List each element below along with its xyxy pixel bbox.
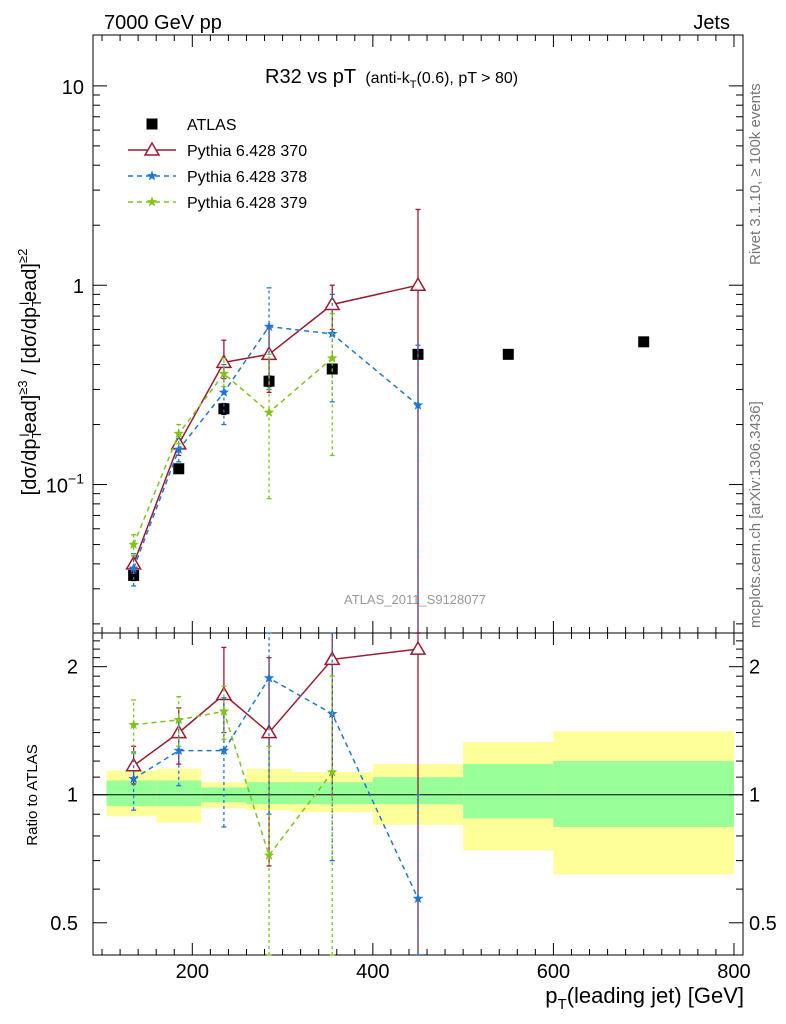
main-p370-line [132,284,419,565]
ratio-p378-point-2 [218,745,230,755]
mcplots-label: mcplots.cern.ch [arXiv:1306.3436] [747,401,764,628]
legend-label-p379: Pythia 6.428 379 [187,195,307,212]
main-p378-point-1 [173,444,184,454]
main-y-tick-exp: −1 [68,471,84,487]
y-label-part1: [dσ/dp [19,438,41,495]
main-p378-point-5 [412,399,424,410]
ratio-y-tick-label-left: 1 [67,785,78,807]
y-label-part2: / [dσ/dp [19,307,41,381]
y-label-part1-sub: T [29,430,44,438]
main-p379-line [132,357,333,545]
legend-label-p378: Pythia 6.428 378 [187,169,307,186]
ratio-p378-point-5 [412,893,424,903]
ratio-y-tick-label-right: 0.5 [749,913,777,935]
y-label-part2-exp: ≥2 [15,249,30,263]
ratio-p378-point-0 [128,773,139,784]
ratio-p370-point-4 [323,650,341,666]
main-atlas-point-0 [128,569,140,581]
main-p378-point-0 [128,562,139,573]
main-series-layer [125,208,650,634]
x-label-rest: (leading jet) [GeV] [567,983,744,1008]
ratio-p379-point-2 [218,705,230,716]
main-title: R32 vs pT (anti-kT(0.6), pT > 80) [265,66,518,91]
main-title-sub-prefix: (anti-k [365,70,410,87]
watermark-label: ATLAS_2011_S9128077 [344,592,486,607]
y-axis-label: [dσ/dpTlead]≥3 / [dσ/dpTlead]≥2 [15,249,44,496]
main-title-sub-suffix: (0.6), pT > 80) [417,70,519,87]
main-p379-point-1 [173,428,184,439]
ratio-p378-point-3 [263,672,275,683]
y-label-part1-exp: ≥3 [15,380,30,394]
main-p378-point-3 [263,321,275,332]
x-axis-label: pT(leading jet) [GeV] [545,983,744,1013]
ratio-p370-point-0 [125,757,142,772]
main-p379-point-2 [218,368,230,379]
ratio-y-tick-label-left: 2 [67,657,78,679]
main-p370-point-5 [409,276,427,291]
band-inner-0 [106,780,157,807]
main-y-tick-label: 1 [73,276,84,298]
ratio-y-tick-label-right: 1 [749,785,760,807]
main-y-tick-base: 10 [62,77,84,99]
main-y-tick-label: 10 [62,77,84,99]
legend-label-p370: Pythia 6.428 370 [187,143,307,160]
y-label-part2-sub: T [29,299,44,307]
main-y-tick-label: 10−1 [46,471,84,498]
ratio-y-axis-label: Ratio to ATLAS [24,744,41,845]
header-left: 7000 GeV pp [104,12,222,34]
legend-marker-p378 [146,170,158,181]
main-atlas-point-2 [218,403,230,415]
ratio-p379-point-4 [327,766,338,777]
main-p379-point-4 [327,352,338,363]
main-title-sub-sub: T [410,79,417,91]
ratio-series-layer [125,632,427,956]
x-label-main: p [545,983,557,1008]
ratio-p379-point-0 [128,719,139,730]
legend: ATLAS Pythia 6.428 370 Pythia 6.428 378 Pyt… [128,117,307,212]
main-title-main: R32 vs pT [265,66,356,88]
y-label-part1-sup: l [17,434,32,437]
x-tick-label: 400 [356,961,389,983]
header-right: Jets [693,12,730,34]
ratio-plot-frame: 200 400 600 800 0.5 0.5 1 1 2 2 [50,632,777,983]
ratio-y-tick-label-right: 2 [749,657,760,679]
x-tick-label: 800 [717,961,750,983]
main-atlas-point-7 [638,336,650,348]
y-label-part2-rest: ead] [19,263,41,302]
ratio-p378-line [133,677,419,899]
main-y-tick-base: 1 [73,276,84,298]
rivet-label: Rivet 3.1.10, ≥ 100k events [747,83,764,265]
main-p379-point-0 [128,539,139,549]
y-label-part2-sup: l [17,302,32,305]
legend-marker-atlas [146,118,158,130]
x-tick-label: 200 [176,961,209,983]
legend-marker-p379 [146,196,158,207]
ratio-y-tick-label-left: 0.5 [50,913,78,935]
band-inner-7 [553,761,734,827]
main-p378-point-2 [218,386,230,397]
x-label-sub: T [558,996,567,1013]
main-atlas-point-6 [502,348,514,360]
band-inner-6 [463,764,554,819]
ratio-p379-point-3 [263,849,275,860]
main-y-tick-base: 10 [46,476,68,498]
legend-label-atlas: ATLAS [187,117,237,134]
main-atlas-point-1 [173,463,185,475]
legend-marker-p370 [143,141,161,156]
ratio-p378-point-1 [173,745,184,755]
y-label-part1-rest: ead] [19,395,41,434]
ratio-p379-point-1 [173,714,184,725]
ratio-p370-point-5 [409,640,427,655]
main-p379-point-3 [263,406,275,417]
main-p378-line [132,325,419,569]
x-tick-label: 600 [537,961,570,983]
ratio-p370-point-3 [260,724,278,739]
